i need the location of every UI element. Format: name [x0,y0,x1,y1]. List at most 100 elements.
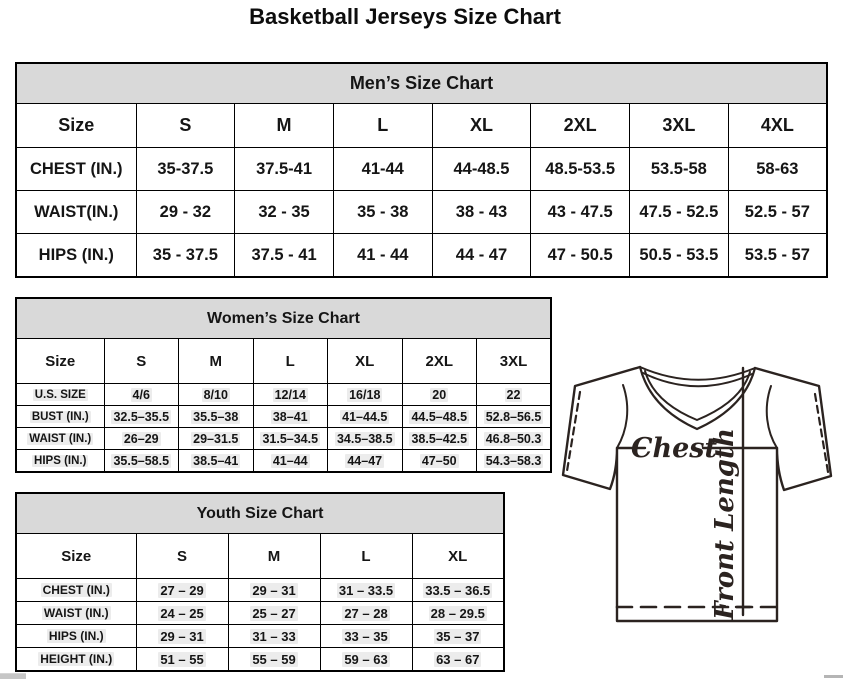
table-row: BUST (IN.) 32.5–35.5 35.5–38 38–41 41–44.5 44… [15,405,552,428]
size-value-cell: 35-37.5 [135,147,236,191]
size-value-cell: 50.5 - 53.5 [629,233,729,278]
column-header: M [227,533,321,579]
size-value-cell: 47–50 [401,449,477,473]
size-value-cell: 24 – 25 [135,601,229,625]
column-header: L [332,103,433,148]
column-header: S [135,533,229,579]
jersey-measurement-diagram: Chest Front Length [561,365,833,623]
row-label: HIPS (IN.) [15,449,105,473]
row-label: CHEST (IN.) [15,578,137,602]
table-section-title: Women’s Size Chart [15,297,552,339]
size-value-cell: 35 - 37.5 [135,233,236,278]
size-value-cell: 35 – 37 [411,624,505,648]
size-value-cell: 20 [401,383,477,406]
column-header: L [252,338,328,384]
size-value-cell: 51 – 55 [135,647,229,672]
size-value-cell: 32.5–35.5 [103,405,179,428]
size-value-cell: 53.5-58 [629,147,729,191]
size-value-cell: 31.5–34.5 [252,427,328,450]
size-value-cell: 63 – 67 [411,647,505,672]
size-value-cell: 29–31.5 [178,427,254,450]
left-cuff-stitch-dashes [565,390,582,473]
left-sleeve-seam [616,384,629,449]
size-value-cell: 52.8–56.5 [476,405,552,428]
size-value-cell: 54.3–58.3 [476,449,552,473]
size-value-cell: 26–29 [103,427,179,450]
table-row: HIPS (IN.) 35 - 37.5 37.5 - 41 41 - 44 44 - … [15,233,828,278]
size-value-cell: 38 - 43 [431,190,532,234]
size-value-cell: 33.5 – 36.5 [411,578,505,602]
size-value-cell: 35.5–38 [178,405,254,428]
right-cuff-stitch-dashes [813,392,830,474]
size-value-cell: 44 - 47 [431,233,532,278]
column-header: 4XL [727,103,828,148]
table-row: HIPS (IN.) 35.5–58.5 38.5–41 41–44 44–47 47–5… [15,449,552,473]
column-header: XL [411,533,505,579]
column-header: Size [15,533,137,579]
size-value-cell: 12/14 [252,383,328,406]
collar-back-outer-curve [639,366,756,381]
horizontal-scrollbar-left-thumb[interactable] [0,673,26,679]
table-section-title: Men’s Size Chart [15,62,828,104]
column-header: 3XL [629,103,729,148]
jersey-outline-shape [561,365,833,623]
size-value-cell: 29 - 32 [135,190,236,234]
row-label: HIPS (IN.) [15,233,137,278]
womens-size-chart-table: Women’s Size Chart Size S M L XL 2XL 3XL U.S. SI… [15,297,552,473]
size-value-cell: 4/6 [103,383,179,406]
size-value-cell: 48.5-53.5 [530,147,631,191]
row-label: WAIST (IN.) [15,601,137,625]
row-label: BUST (IN.) [15,405,105,428]
row-label: CHEST (IN.) [15,147,137,191]
size-value-cell: 41-44 [332,147,433,191]
size-value-cell: 59 – 63 [319,647,413,672]
size-value-cell: 47.5 - 52.5 [629,190,729,234]
column-header: M [234,103,334,148]
table-row: U.S. SIZE 4/6 8/10 12/14 16/18 20 22 [15,383,552,406]
size-value-cell: 22 [476,383,552,406]
size-value-cell: 33 – 35 [319,624,413,648]
mens-size-chart-table: Men’s Size Chart Size S M L XL 2XL 3XL 4XL CHEST … [15,62,828,278]
size-value-cell: 29 – 31 [227,578,321,602]
column-header: XL [327,338,403,384]
size-value-cell: 27 – 29 [135,578,229,602]
column-header: L [319,533,413,579]
chest-label: Chest [631,433,717,464]
right-sleeve-seam [765,385,778,449]
front-length-label: Front Length [710,428,740,621]
size-value-cell: 53.5 - 57 [727,233,828,278]
table-section-title: Youth Size Chart [15,492,505,534]
row-label: U.S. SIZE [15,383,105,406]
size-value-cell: 44-48.5 [431,147,532,191]
table-row: CHEST (IN.) 27 – 29 29 – 31 31 – 33.5 33.5 –… [15,578,505,602]
size-value-cell: 25 – 27 [227,601,321,625]
row-label: HEIGHT (IN.) [15,647,137,672]
collar-back-inner-curve [642,372,753,388]
size-value-cell: 8/10 [178,383,254,406]
table-row: HIPS (IN.) 29 – 31 31 – 33 33 – 35 35 – 37 [15,624,505,648]
size-value-cell: 37.5-41 [234,147,334,191]
row-label: HIPS (IN.) [15,624,137,648]
size-value-cell: 29 – 31 [135,624,229,648]
size-value-cell: 44.5–48.5 [401,405,477,428]
size-value-cell: 31 – 33.5 [319,578,413,602]
size-value-cell: 44–47 [327,449,403,473]
size-value-cell: 58-63 [727,147,828,191]
table-row: HEIGHT (IN.) 51 – 55 55 – 59 59 – 63 63 – 67 [15,647,505,672]
page-title: Basketball Jerseys Size Chart [249,4,561,29]
size-value-cell: 41–44.5 [327,405,403,428]
column-header: Size [15,103,137,148]
row-label: WAIST(IN.) [15,190,137,234]
size-value-cell: 31 – 33 [227,624,321,648]
youth-size-chart-table: Youth Size Chart Size S M L XL CHEST (IN.) 27 –… [15,492,505,672]
size-value-cell: 47 - 50.5 [530,233,631,278]
vneck-inner-line [644,370,751,421]
size-value-cell: 34.5–38.5 [327,427,403,450]
column-header: 2XL [530,103,631,148]
horizontal-scrollbar-right-thumb[interactable] [824,675,843,678]
size-value-cell: 38.5–42.5 [401,427,477,450]
size-value-cell: 27 – 28 [319,601,413,625]
column-header: M [178,338,254,384]
table-row: WAIST (IN.) 26–29 29–31.5 31.5–34.5 34.5–38.… [15,427,552,450]
